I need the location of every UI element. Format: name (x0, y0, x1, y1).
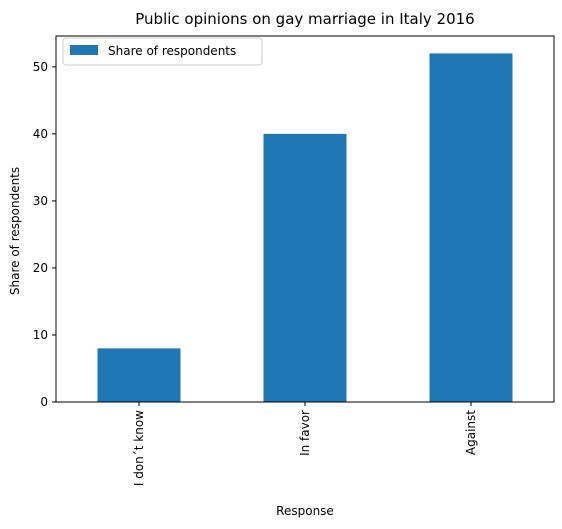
legend-box (62, 37, 263, 66)
y-tick-label: 0 (40, 395, 48, 409)
plot-area: 0 10 20 30 40 50 I don´t know In favor Against (33, 35, 555, 486)
bar-1 (263, 133, 347, 402)
y-tick-label: 40 (33, 127, 48, 141)
bar-0 (97, 348, 181, 402)
bars-group (97, 53, 513, 403)
y-tick-label: 20 (33, 261, 48, 275)
y-axis-label: Share of respondents (8, 167, 22, 295)
x-tick-label: I don´t know (132, 410, 146, 486)
x-axis-label: Response (276, 504, 334, 518)
x-tick-label: In favor (298, 410, 312, 456)
y-tick-label: 10 (33, 328, 48, 342)
y-axis-ticks: 0 10 20 30 40 50 (33, 60, 56, 409)
y-tick-label: 30 (33, 194, 48, 208)
bar-2 (429, 53, 513, 403)
legend: Share of respondents (62, 37, 263, 66)
legend-label: Share of respondents (108, 44, 236, 58)
x-tick-label: Against (464, 410, 478, 455)
chart-title: Public opinions on gay marriage in Italy… (135, 10, 474, 28)
legend-swatch (70, 45, 98, 55)
x-axis-ticks: I don´t know In favor Against (132, 402, 478, 486)
y-tick-label: 50 (33, 60, 48, 74)
